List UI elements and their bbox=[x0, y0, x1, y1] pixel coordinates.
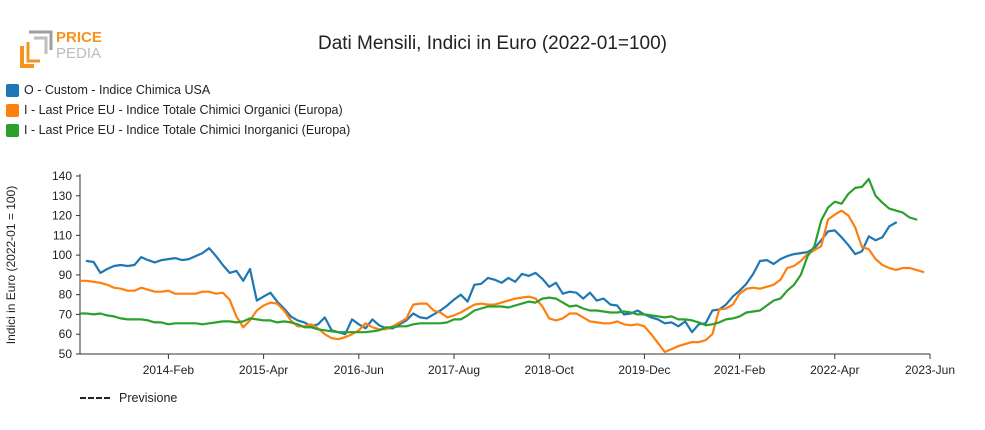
series-line-3 bbox=[78, 177, 918, 334]
y-tick-label: 50 bbox=[59, 347, 73, 361]
forecast-label: Previsione bbox=[119, 391, 178, 405]
y-tick-label: 80 bbox=[59, 288, 73, 302]
y-tick-label: 90 bbox=[59, 268, 73, 282]
y-tick-label: 110 bbox=[53, 228, 72, 242]
x-tick-label: 2023-Jun bbox=[905, 363, 955, 377]
y-tick-label: 100 bbox=[52, 248, 72, 262]
legend-item[interactable]: I - Last Price EU - Indice Totale Chimic… bbox=[6, 100, 350, 120]
y-tick-label: 140 bbox=[52, 169, 72, 183]
y-tick-label: 120 bbox=[52, 209, 72, 223]
y-axis-label: Indici in Euro (2022-01 = 100) bbox=[4, 186, 18, 344]
legend-swatch bbox=[6, 83, 19, 97]
x-tick-label: 2017-Aug bbox=[428, 363, 480, 377]
x-tick-label: 2021-Feb bbox=[714, 363, 766, 377]
chart-title: Dati Mensili, Indici in Euro (2022-01=10… bbox=[317, 33, 668, 54]
x-tick-label: 2022-Apr bbox=[810, 363, 859, 377]
legend-label: I - Last Price EU - Indice Totale Chimic… bbox=[24, 123, 351, 137]
series-line-2 bbox=[78, 209, 925, 354]
y-tick-label: 70 bbox=[59, 307, 73, 321]
legend-item[interactable]: I - Last Price EU - Indice Totale Chimic… bbox=[6, 120, 350, 140]
legend-swatch bbox=[6, 103, 19, 117]
forecast-legend: Previsione bbox=[80, 391, 177, 405]
y-tick-label: 60 bbox=[59, 327, 73, 341]
x-tick-label: 2014-Feb bbox=[143, 363, 195, 377]
legend-label: O - Custom - Indice Chimica USA bbox=[24, 83, 211, 97]
x-tick-label: 2019-Dec bbox=[618, 363, 670, 377]
legend-item[interactable]: O - Custom - Indice Chimica USA bbox=[6, 80, 350, 100]
legend-swatch bbox=[6, 123, 19, 137]
x-tick-label: 2016-Jun bbox=[334, 363, 384, 377]
logo-text-pedia: PEDIA bbox=[56, 45, 101, 62]
logo-text-price: PRICE bbox=[56, 29, 102, 46]
x-tick-label: 2018-Oct bbox=[525, 363, 575, 377]
logo-mark-icon bbox=[20, 30, 53, 68]
y-tick-label: 130 bbox=[52, 189, 72, 203]
chart-legend: O - Custom - Indice Chimica USA I - Last … bbox=[6, 80, 350, 140]
series-line-1 bbox=[85, 221, 898, 336]
x-tick-label: 2015-Apr bbox=[239, 363, 288, 377]
pricepedia-logo: PRICE PEDIA bbox=[20, 29, 102, 68]
dashed-line-icon bbox=[80, 397, 110, 399]
legend-label: I - Last Price EU - Indice Totale Chimic… bbox=[24, 103, 343, 117]
